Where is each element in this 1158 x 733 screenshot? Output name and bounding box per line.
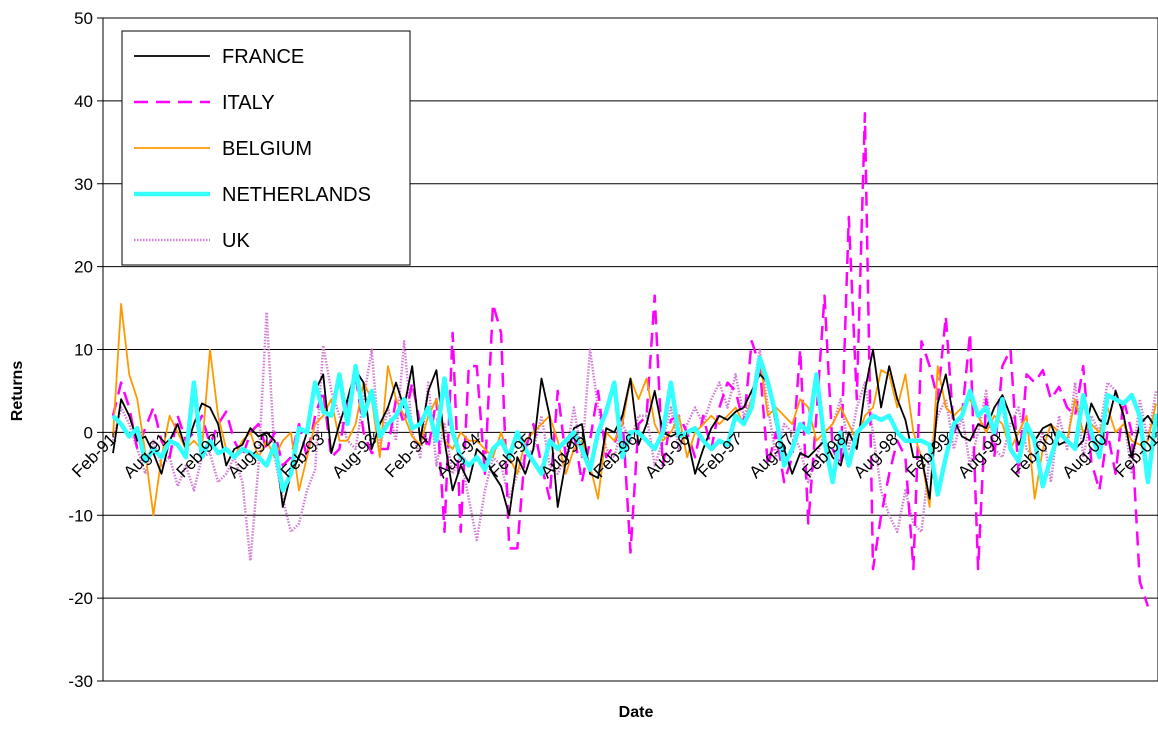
y-tick-label: 40: [74, 92, 93, 111]
legend-label: ITALY: [222, 92, 275, 114]
legend-label: UK: [222, 230, 250, 252]
series-line-france: [112, 348, 1157, 517]
y-tick-label: -30: [68, 672, 93, 691]
y-axis-title: Returns: [9, 361, 26, 422]
x-tick-label: Feb-91: [68, 430, 120, 482]
y-tick-label: -20: [68, 589, 93, 608]
y-tick-label: 50: [74, 9, 93, 28]
y-axis: -30 -20 -10 0 10 20 30 40 50: [68, 9, 103, 691]
legend-label: FRANCE: [222, 46, 304, 68]
legend: FRANCE ITALY BELGIUM NETHERLANDS UK: [121, 30, 411, 266]
series-line-netherlands: [111, 355, 1158, 497]
series-line-belgium: [112, 302, 1157, 517]
legend-label: BELGIUM: [222, 138, 312, 160]
series-line-italy: [111, 112, 1150, 607]
legend-label: NETHERLANDS: [222, 184, 371, 206]
x-tick-label: Feb-94: [381, 430, 433, 482]
series-lines: [111, 112, 1158, 607]
y-tick-label: 30: [74, 175, 93, 194]
y-tick-label: 20: [74, 258, 93, 277]
x-tick-label: Aug-99: [954, 430, 1006, 482]
x-axis-title: Date: [619, 704, 654, 721]
y-tick-label: -10: [68, 506, 93, 525]
y-tick-label: 10: [74, 341, 93, 360]
y-tick-label: 0: [84, 423, 93, 442]
